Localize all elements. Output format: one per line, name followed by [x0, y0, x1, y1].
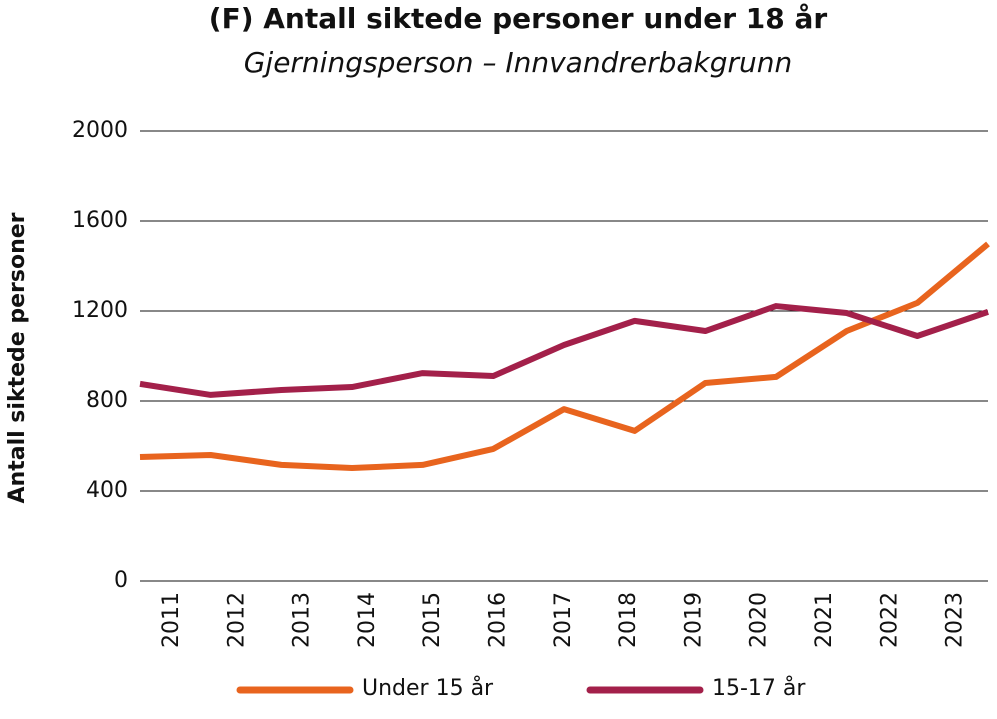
- x-tick-label: 2014: [355, 592, 380, 648]
- x-tick-label: 2016: [486, 592, 511, 648]
- x-tick-label: 2012: [224, 592, 249, 648]
- chart-title: (F) Antall siktede personer under 18 år: [209, 2, 828, 35]
- legend-label: 15-17 år: [712, 675, 806, 701]
- y-tick-label: 1200: [72, 298, 128, 323]
- x-tick-label: 2020: [747, 592, 772, 648]
- x-tick-label: 2022: [877, 592, 902, 648]
- x-tick-label: 2013: [290, 592, 315, 648]
- y-tick-label: 800: [86, 388, 128, 413]
- y-tick-label: 1600: [72, 208, 128, 233]
- chart-subtitle: Gjerningsperson – Innvandrerbakgrunn: [244, 46, 793, 79]
- y-tick-label: 0: [114, 568, 128, 593]
- data-line: [139, 303, 989, 398]
- x-tick-label: 2011: [159, 592, 184, 648]
- x-tick-label: 2018: [616, 592, 641, 648]
- x-tick-label: 2015: [420, 592, 445, 648]
- x-tick-label: 2017: [551, 592, 576, 648]
- x-tick-label: 2019: [681, 592, 706, 648]
- legend-label: Under 15 år: [362, 675, 494, 701]
- x-tick-label: 2023: [943, 592, 968, 648]
- y-tick-label: 400: [86, 478, 128, 503]
- y-axis-title: Antall siktede personer: [5, 212, 30, 503]
- y-tick-label: 2000: [72, 118, 128, 143]
- x-tick-label: 2021: [812, 592, 837, 648]
- data-line: [139, 241, 990, 472]
